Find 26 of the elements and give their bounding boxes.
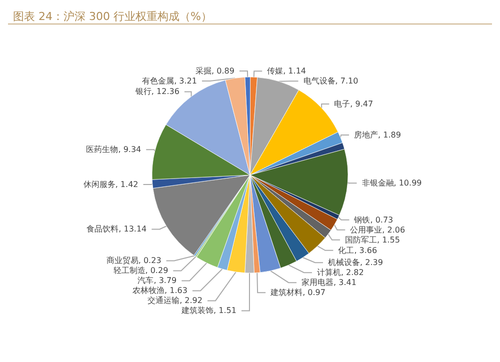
slice-label: 汽车, 3.79	[138, 276, 177, 286]
slice-label: 休闲服务, 1.42	[83, 180, 138, 189]
slice-label: 电子, 9.47	[334, 99, 374, 108]
slice-label: 家用电器, 3.41	[302, 278, 356, 288]
slice-label: 轻工制造, 0.29	[113, 266, 168, 276]
slice-label: 机械设备, 2.39	[328, 258, 383, 268]
slice-label: 非银金融, 10.99	[362, 178, 422, 188]
slice-label: 农林牧渔, 1.63	[132, 286, 188, 296]
slice-label: 国防军工, 1.55	[345, 235, 400, 244]
slice-label: 建筑材料, 0.97	[270, 288, 326, 298]
slice-label: 建筑装饰, 1.51	[180, 306, 236, 316]
slice-label: 钢铁, 0.73	[353, 215, 394, 224]
slice-label: 电气设备, 7.10	[303, 76, 358, 86]
slice-label: 医药生物, 9.34	[86, 145, 142, 154]
slice-label: 采掘, 0.89	[196, 66, 234, 76]
slice-label: 化工, 3.66	[338, 246, 378, 255]
slice-label: 银行, 12.36	[134, 87, 180, 96]
slice-label: 计算机, 2.82	[316, 268, 364, 278]
slice-label: 商业贸易, 0.23	[106, 256, 162, 266]
chart-title: 图表 24：沪深 300 行业权重构成（%）	[13, 10, 212, 23]
slice-label: 有色金属, 3.21	[142, 76, 197, 86]
slice-label: 交通运输, 2.92	[148, 296, 202, 306]
slice-label: 公用事业, 2.06	[350, 225, 406, 234]
slice-label: 房地产, 1.89	[354, 130, 401, 140]
slice-label: 食品饮料, 13.14	[86, 224, 147, 234]
slice-label: 传媒, 1.14	[267, 66, 306, 76]
